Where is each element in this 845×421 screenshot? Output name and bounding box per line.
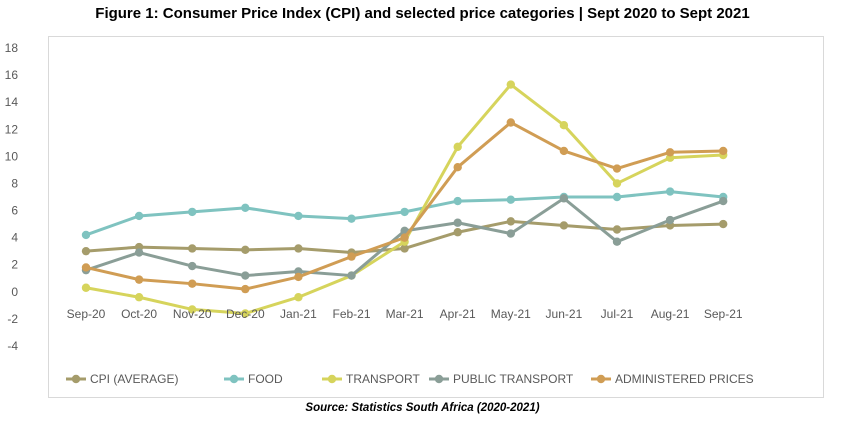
- data-point: [453, 196, 462, 206]
- chart-source: Source: Statistics South Africa (2020-20…: [305, 402, 540, 414]
- data-point: [612, 225, 622, 234]
- y-tick-label: -2: [7, 312, 18, 326]
- data-point: [188, 244, 197, 253]
- legend-label: PUBLIC TRANSPORT: [453, 372, 574, 386]
- data-point: [612, 164, 622, 173]
- data-point: [612, 237, 622, 246]
- legend-marker: [327, 374, 337, 384]
- data-point: [134, 211, 144, 221]
- data-point: [294, 272, 303, 282]
- data-point: [188, 305, 197, 314]
- x-tick-label: Oct-20: [121, 307, 157, 321]
- x-tick-label: Apr-21: [440, 307, 476, 321]
- data-point: [81, 246, 91, 256]
- data-point: [134, 248, 144, 257]
- data-point: [559, 121, 569, 130]
- data-point: [241, 245, 250, 255]
- y-tick-label: 12: [5, 122, 19, 136]
- data-point: [294, 244, 303, 253]
- data-point: [241, 203, 250, 213]
- legend-label: ADMINISTERED PRICES: [615, 372, 754, 386]
- data-point: [559, 146, 569, 156]
- data-point: [506, 118, 515, 127]
- x-tick-label: Dec-20: [226, 307, 265, 321]
- data-point: [81, 263, 91, 272]
- data-point: [506, 217, 515, 226]
- legend-marker: [434, 374, 444, 384]
- data-point: [188, 207, 197, 217]
- y-tick-label: 10: [5, 149, 19, 163]
- data-point: [294, 211, 303, 221]
- data-point: [612, 192, 622, 202]
- data-point: [294, 293, 303, 302]
- y-tick-label: 16: [5, 68, 19, 82]
- data-point: [400, 244, 409, 253]
- data-point: [453, 218, 462, 227]
- x-tick-label: Mar-21: [386, 307, 424, 321]
- data-point: [665, 215, 675, 225]
- data-point: [559, 221, 569, 230]
- series-line: [84, 83, 725, 315]
- legend-label: FOOD: [248, 372, 283, 386]
- data-point: [241, 271, 250, 280]
- legend-marker: [229, 374, 239, 384]
- x-tick-label: Nov-20: [173, 307, 212, 321]
- x-tick-label: Feb-21: [332, 307, 370, 321]
- legend-marker: [71, 374, 81, 384]
- data-point: [665, 148, 675, 157]
- data-point: [453, 228, 462, 237]
- y-tick-label: 0: [11, 285, 18, 299]
- data-point: [719, 146, 728, 156]
- x-tick-label: Jul-21: [601, 307, 634, 321]
- data-point: [506, 229, 515, 238]
- data-point: [347, 252, 356, 261]
- data-point: [453, 163, 462, 172]
- legend-entry: CPI (AVERAGE): [66, 372, 178, 386]
- y-tick-label: 8: [11, 176, 18, 190]
- x-tick-label: May-21: [491, 307, 531, 321]
- y-tick-label: 4: [11, 231, 18, 245]
- data-point: [506, 80, 515, 89]
- x-tick-label: Sep-20: [67, 307, 106, 321]
- legend-entry: TRANSPORT: [322, 372, 420, 386]
- x-tick-label: Jan-21: [280, 307, 317, 321]
- data-point: [506, 195, 515, 204]
- legend-entry: FOOD: [224, 372, 283, 386]
- data-point: [81, 230, 91, 240]
- data-point: [241, 284, 250, 294]
- data-point: [719, 219, 728, 229]
- data-point: [400, 207, 409, 217]
- chart-title: Figure 1: Consumer Price Index (CPI) and…: [95, 5, 750, 22]
- y-tick-label: 18: [5, 41, 19, 55]
- data-point: [134, 293, 144, 302]
- y-tick-label: -4: [7, 339, 18, 353]
- data-point: [188, 261, 197, 271]
- data-point: [347, 214, 356, 223]
- chart-frame: [48, 36, 824, 398]
- y-tick-label: 6: [11, 204, 18, 218]
- data-point: [241, 309, 250, 318]
- data-point: [134, 275, 144, 284]
- data-point: [665, 187, 675, 196]
- data-point: [559, 194, 569, 203]
- x-tick-label: Jun-21: [546, 307, 583, 321]
- data-point: [719, 196, 728, 206]
- data-point: [81, 283, 91, 292]
- legend-label: CPI (AVERAGE): [90, 372, 178, 386]
- legend-label: TRANSPORT: [346, 372, 420, 386]
- series-administered-prices: [81, 118, 728, 294]
- legend-entry: PUBLIC TRANSPORT: [429, 372, 574, 386]
- legend-marker: [596, 374, 606, 384]
- y-tick-label: 2: [11, 258, 18, 272]
- data-point: [612, 179, 622, 188]
- data-point: [400, 233, 409, 242]
- y-tick-label: 14: [5, 95, 19, 109]
- data-point: [347, 271, 356, 280]
- x-tick-label: Sep-21: [704, 307, 743, 321]
- data-point: [453, 142, 462, 152]
- x-tick-label: Aug-21: [651, 307, 690, 321]
- legend-entry: ADMINISTERED PRICES: [591, 372, 754, 386]
- data-point: [188, 279, 197, 288]
